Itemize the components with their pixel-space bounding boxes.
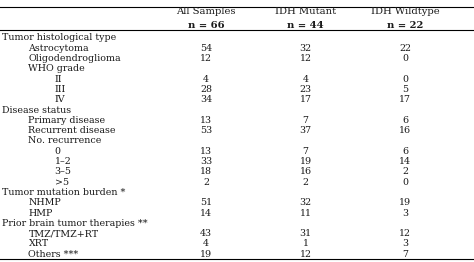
Text: 51: 51 <box>200 198 212 207</box>
Text: 17: 17 <box>399 95 411 104</box>
Text: Oligodendroglioma: Oligodendroglioma <box>28 54 121 63</box>
Text: 7: 7 <box>303 147 309 156</box>
Text: 2: 2 <box>402 167 408 176</box>
Text: Tumor mutation burden *: Tumor mutation burden * <box>2 188 126 197</box>
Text: III: III <box>55 85 66 94</box>
Text: 53: 53 <box>200 126 212 135</box>
Text: 34: 34 <box>200 95 212 104</box>
Text: 3: 3 <box>402 209 408 217</box>
Text: IV: IV <box>55 95 65 104</box>
Text: 11: 11 <box>300 209 312 217</box>
Text: n = 66: n = 66 <box>188 21 225 30</box>
Text: 6: 6 <box>402 147 408 156</box>
Text: II: II <box>55 75 62 84</box>
Text: 32: 32 <box>300 198 312 207</box>
Text: 31: 31 <box>300 229 312 238</box>
Text: 28: 28 <box>200 85 212 94</box>
Text: 4: 4 <box>203 75 209 84</box>
Text: 12: 12 <box>399 229 411 238</box>
Text: 37: 37 <box>300 126 312 135</box>
Text: 6: 6 <box>402 116 408 125</box>
Text: 1–2: 1–2 <box>55 157 71 166</box>
Text: 3: 3 <box>402 239 408 248</box>
Text: Recurrent disease: Recurrent disease <box>28 126 116 135</box>
Text: 0: 0 <box>402 178 408 187</box>
Text: n = 44: n = 44 <box>287 21 324 30</box>
Text: All Samples: All Samples <box>176 7 236 16</box>
Text: IDH Mutant: IDH Mutant <box>275 7 336 16</box>
Text: 22: 22 <box>399 44 411 53</box>
Text: 7: 7 <box>402 250 408 259</box>
Text: 16: 16 <box>300 167 312 176</box>
Text: XRT: XRT <box>28 239 48 248</box>
Text: 14: 14 <box>399 157 411 166</box>
Text: 12: 12 <box>200 54 212 63</box>
Text: WHO grade: WHO grade <box>28 64 85 73</box>
Text: 19: 19 <box>300 157 312 166</box>
Text: Disease status: Disease status <box>2 106 72 114</box>
Text: 32: 32 <box>300 44 312 53</box>
Text: 33: 33 <box>200 157 212 166</box>
Text: 16: 16 <box>399 126 411 135</box>
Text: 0: 0 <box>402 54 408 63</box>
Text: 54: 54 <box>200 44 212 53</box>
Text: No. recurrence: No. recurrence <box>28 137 102 145</box>
Text: Tumor histological type: Tumor histological type <box>2 33 117 42</box>
Text: >5: >5 <box>55 178 69 187</box>
Text: 0: 0 <box>402 75 408 84</box>
Text: 1: 1 <box>303 239 309 248</box>
Text: 14: 14 <box>200 209 212 217</box>
Text: 4: 4 <box>303 75 309 84</box>
Text: Astrocytoma: Astrocytoma <box>28 44 89 53</box>
Text: 19: 19 <box>399 198 411 207</box>
Text: 23: 23 <box>300 85 312 94</box>
Text: 12: 12 <box>300 250 312 259</box>
Text: Primary disease: Primary disease <box>28 116 106 125</box>
Text: 18: 18 <box>200 167 212 176</box>
Text: 0: 0 <box>55 147 61 156</box>
Text: 7: 7 <box>303 116 309 125</box>
Text: HMP: HMP <box>28 209 53 217</box>
Text: 43: 43 <box>200 229 212 238</box>
Text: n = 22: n = 22 <box>387 21 423 30</box>
Text: 2: 2 <box>303 178 309 187</box>
Text: IDH Wildtype: IDH Wildtype <box>371 7 440 16</box>
Text: 3–5: 3–5 <box>55 167 72 176</box>
Text: 17: 17 <box>300 95 312 104</box>
Text: 13: 13 <box>200 116 212 125</box>
Text: 2: 2 <box>203 178 209 187</box>
Text: 4: 4 <box>203 239 209 248</box>
Text: NHMP: NHMP <box>28 198 61 207</box>
Text: TMZ/TMZ+RT: TMZ/TMZ+RT <box>28 229 99 238</box>
Text: 13: 13 <box>200 147 212 156</box>
Text: 19: 19 <box>200 250 212 259</box>
Text: 12: 12 <box>300 54 312 63</box>
Text: Prior brain tumor therapies **: Prior brain tumor therapies ** <box>2 219 148 228</box>
Text: Others ***: Others *** <box>28 250 79 259</box>
Text: 5: 5 <box>402 85 408 94</box>
